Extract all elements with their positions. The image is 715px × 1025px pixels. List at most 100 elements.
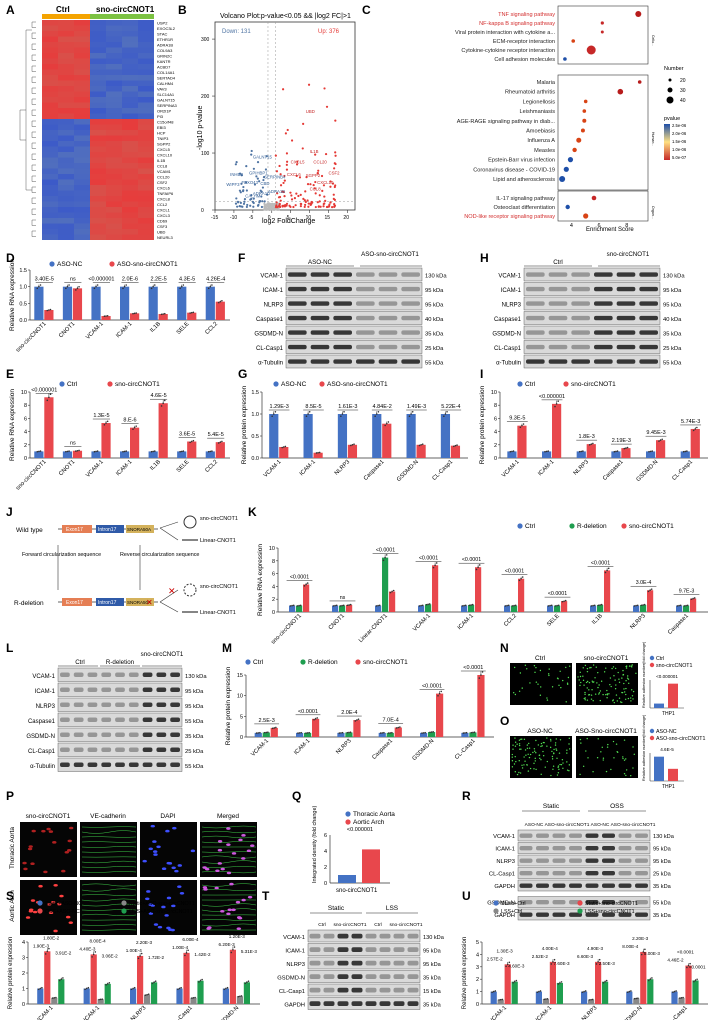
data-point — [218, 302, 220, 304]
y-tick-label: 10 — [269, 546, 275, 552]
cell-dot — [542, 745, 543, 746]
p-value-label: 4.84E-2 — [373, 404, 392, 410]
volcano-ylabel: -log10 p-value — [197, 106, 204, 150]
heatmap-cell — [138, 31, 154, 37]
volcano-point-up — [278, 204, 280, 206]
cell-dot — [635, 673, 636, 674]
cell-dot — [530, 754, 531, 755]
p-value-label: 2.5E-3 — [259, 718, 275, 724]
blot-band — [526, 287, 545, 291]
x-tick-label: 15 — [325, 215, 331, 221]
bar — [91, 451, 100, 458]
cell-dot — [626, 667, 627, 668]
category-label: Caspase1 — [371, 738, 394, 761]
data-point — [256, 732, 258, 734]
bar — [190, 998, 196, 1004]
blot-band — [594, 272, 613, 276]
heatmap-cell — [74, 196, 90, 202]
data-point — [508, 604, 510, 606]
pvalue-tick: 2.0e-06 — [672, 131, 687, 136]
blot-band — [129, 718, 139, 723]
y-tick-label: 10 — [237, 694, 243, 700]
bar — [338, 875, 356, 883]
bar — [425, 604, 431, 612]
reverse-seq-label: Reverse circularization sequence — [120, 552, 199, 558]
category-label: CCL2 — [503, 613, 518, 628]
circ-icon — [184, 516, 196, 528]
data-point — [220, 441, 222, 443]
data-point — [429, 731, 431, 733]
heatmap-cell — [42, 48, 58, 54]
blot-band — [143, 673, 153, 678]
dendrogram-branch — [32, 55, 36, 61]
heatmap-cell — [138, 152, 154, 158]
bar — [656, 440, 665, 458]
y-tick-label: 0 — [201, 208, 204, 214]
data-point — [138, 958, 140, 960]
y-tick-label: 3 — [22, 956, 25, 962]
bar — [602, 982, 608, 1004]
blot-row-label: NLRP3 — [264, 302, 284, 308]
bar — [73, 288, 82, 320]
data-point — [562, 601, 564, 603]
y-tick-label: 15 — [237, 673, 243, 679]
heatmap-cell — [106, 26, 122, 32]
cell-dot — [525, 755, 526, 756]
heatmap-cell — [106, 185, 122, 191]
cell-dot — [540, 759, 541, 760]
data-point — [378, 411, 380, 413]
blot-band — [571, 330, 590, 334]
heatmap-cell — [122, 86, 138, 92]
arrow — [160, 528, 178, 540]
cell-dot — [617, 752, 618, 753]
y-axis-label: Relative adhesion number(fold change) — [642, 641, 646, 708]
heatmap-cell — [138, 196, 154, 202]
data-point — [505, 966, 507, 968]
blot-band — [74, 703, 84, 708]
p-value-label: <0.000001 — [656, 674, 678, 679]
cell-dot — [586, 682, 587, 683]
data-point — [78, 286, 80, 288]
category-label: ICAM-1 — [537, 459, 555, 477]
x-tick-label: 0 — [268, 215, 271, 221]
y-tick-label: 2 — [324, 865, 327, 871]
blot-kda-label: 95 kDa — [185, 704, 204, 710]
blot-band — [639, 272, 658, 276]
cell-dot — [623, 688, 624, 689]
bar — [542, 451, 551, 458]
gene-label: ACBD7 — [157, 65, 171, 70]
cell-dot — [558, 685, 559, 686]
y-tick-label: 2 — [272, 597, 275, 603]
y-tick-label: 0 — [272, 610, 275, 616]
heatmap-cell — [122, 119, 138, 125]
p-value-label: <0.000001 — [88, 277, 114, 283]
data-point — [155, 980, 157, 982]
blot-band — [74, 718, 84, 723]
category-label: VCAM-1 — [488, 1005, 508, 1020]
data-point — [177, 988, 179, 990]
blot-band — [311, 301, 330, 305]
y-tick-label: 2 — [494, 443, 497, 449]
cell-dot — [566, 749, 567, 750]
blot-band — [170, 763, 180, 768]
data-point — [466, 732, 468, 734]
volcano-point-down — [246, 189, 248, 191]
heatmap-cell — [106, 224, 122, 230]
heatmap-cell — [74, 202, 90, 208]
blot-band — [60, 748, 70, 753]
cell-nucleus — [153, 850, 157, 853]
gene-label: CXCL6 — [157, 186, 171, 191]
data-point — [641, 954, 643, 956]
output-circ-label: sno-circCNOT1 — [200, 516, 238, 522]
blot-band — [333, 316, 352, 320]
gene-label: CCL20 — [157, 175, 170, 180]
cell-dot — [552, 769, 553, 770]
cell-dot — [629, 665, 630, 666]
cell-dot — [535, 758, 536, 759]
volcano-point-up — [276, 201, 278, 203]
data-point — [644, 604, 646, 606]
blot-band — [401, 316, 420, 320]
cell-nucleus — [149, 847, 153, 850]
heatmap-cell — [74, 114, 90, 120]
y-tick-label: 0 — [24, 456, 27, 462]
